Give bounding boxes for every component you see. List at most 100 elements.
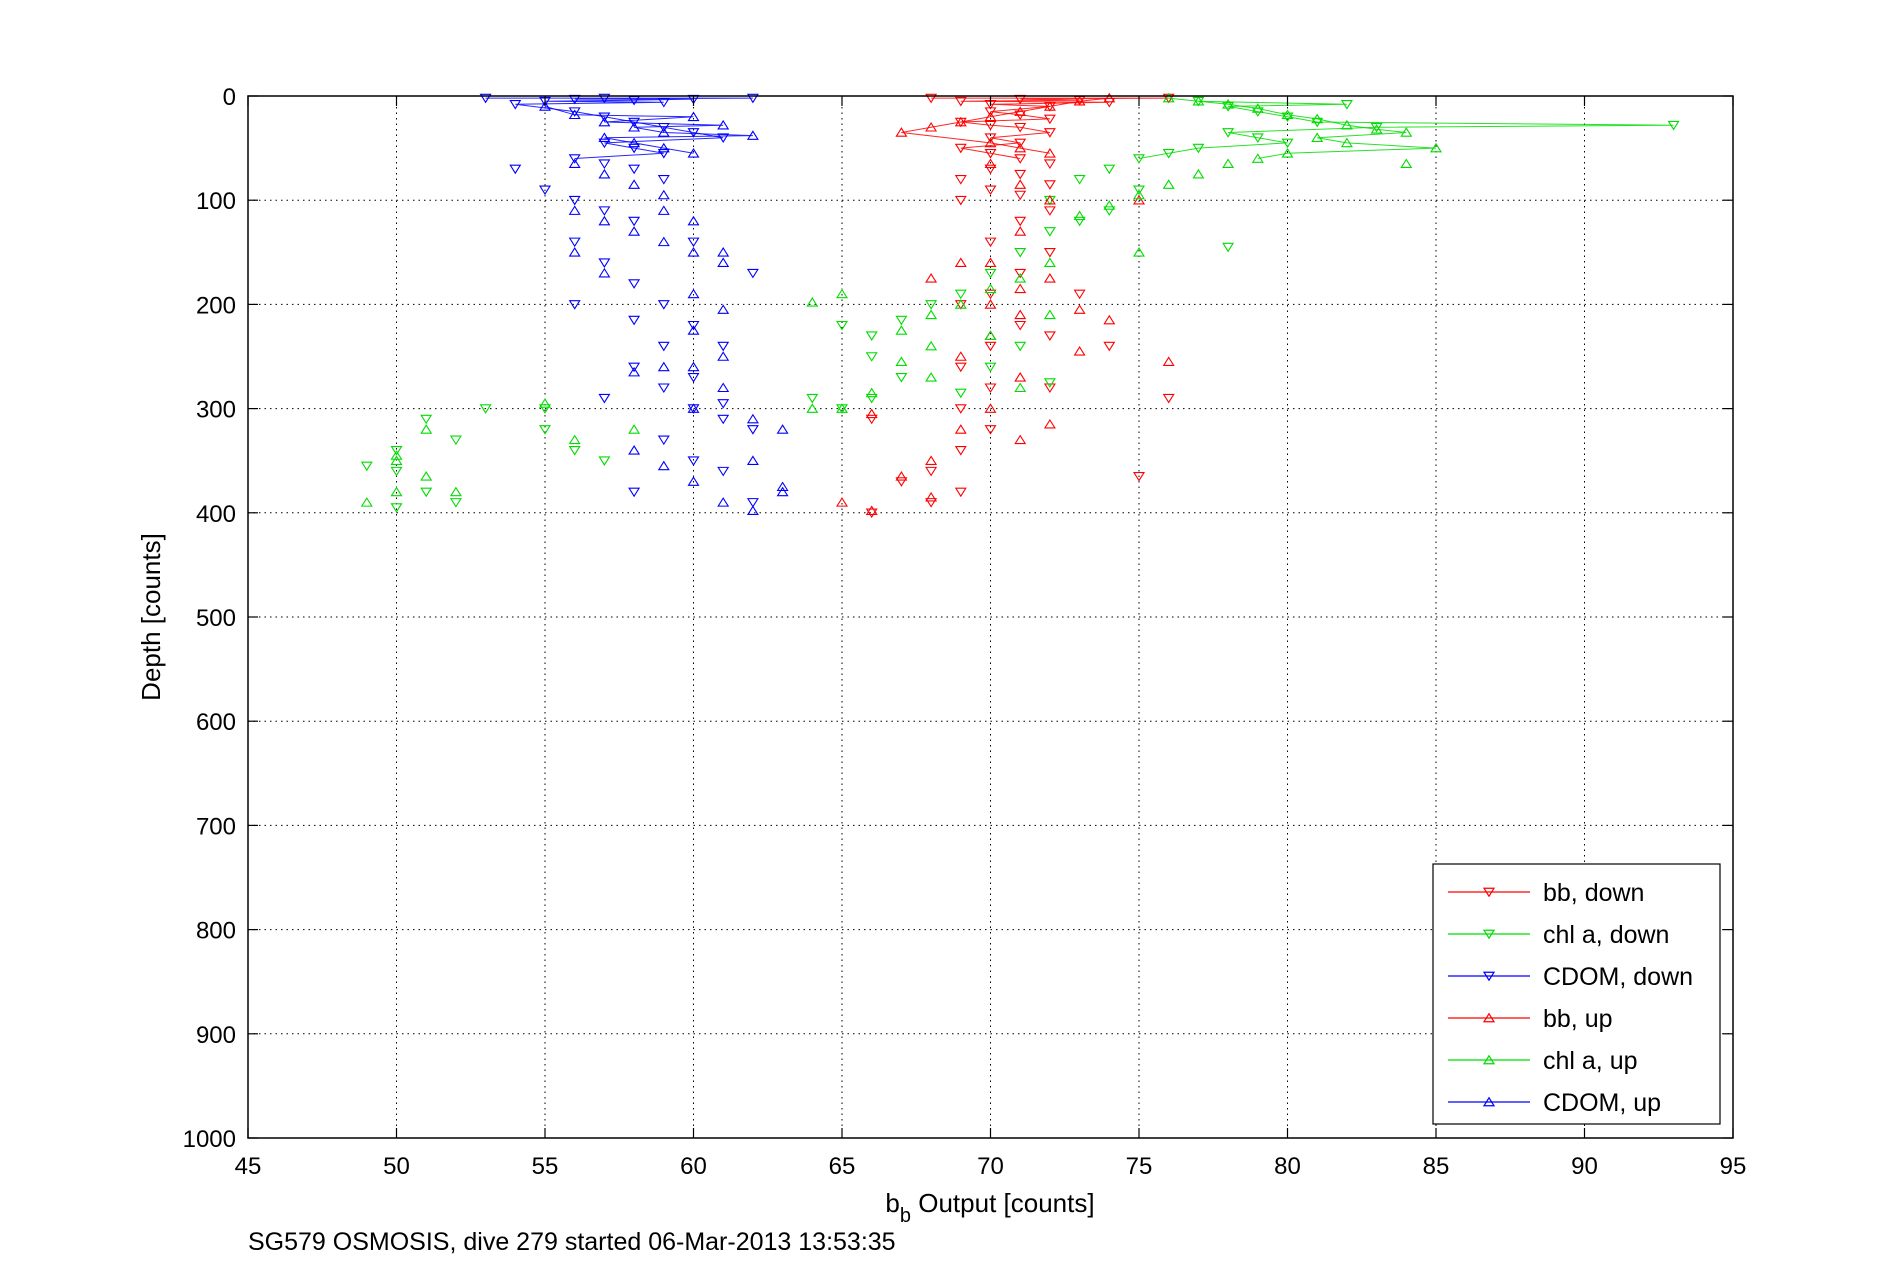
data-point [954, 424, 967, 434]
data-point [1014, 248, 1027, 258]
data-point [925, 491, 938, 502]
x-tick-label: 95 [1720, 1153, 1747, 1180]
data-point [717, 399, 730, 409]
data-point [509, 100, 522, 110]
data-point [1043, 418, 1056, 429]
data-point [1014, 372, 1027, 382]
data-point [984, 120, 997, 131]
data-point [865, 505, 878, 516]
data-point [1043, 331, 1056, 341]
data-point [657, 205, 670, 215]
data-point [1014, 138, 1027, 149]
data-point [1073, 210, 1086, 221]
legend-label: CDOM, down [1543, 963, 1693, 991]
data-point [390, 486, 403, 497]
data-point [895, 127, 908, 137]
legend-marker [1482, 929, 1496, 940]
data-point [746, 268, 759, 279]
data-point [1014, 154, 1027, 164]
data-point [628, 216, 641, 227]
data-point [657, 97, 670, 108]
data-point [895, 477, 908, 487]
y-tick-label: 600 [196, 709, 236, 736]
data-point [1222, 158, 1235, 169]
x-axis-label-rest: Output [counts] [911, 1188, 1095, 1218]
legend: bb, down chl a, down CDOM, down bb, up chl a… [1432, 863, 1721, 1125]
data-point [479, 404, 492, 414]
data-point [954, 289, 967, 300]
legend-marker [1482, 1096, 1496, 1107]
legend-label: chl a, down [1543, 921, 1669, 949]
data-point [1281, 148, 1294, 158]
data-point [1133, 472, 1145, 482]
data-point [1192, 143, 1205, 154]
data-point [954, 96, 967, 107]
data-point [628, 117, 641, 128]
data-point [895, 356, 908, 367]
legend-box [1432, 863, 1721, 1125]
data-point [925, 121, 938, 132]
data-point [687, 148, 700, 158]
data-point [895, 315, 908, 326]
data-point [717, 133, 730, 143]
data-point [1043, 101, 1056, 111]
data-point [657, 435, 670, 446]
data-point [1014, 226, 1027, 236]
data-point [925, 300, 938, 310]
data-point [657, 175, 670, 185]
data-point [1340, 137, 1353, 148]
data-point [687, 288, 700, 299]
data-point [806, 297, 819, 307]
data-point [420, 414, 433, 425]
data-point [1014, 341, 1027, 352]
data-point [1370, 124, 1383, 134]
data-point [628, 143, 641, 154]
data-point [1014, 283, 1027, 294]
data-point [1192, 95, 1205, 106]
data-point [806, 393, 819, 404]
data-point [657, 236, 670, 247]
data-point [984, 158, 997, 169]
data-point [628, 164, 641, 175]
data-point [984, 289, 997, 300]
data-point [657, 127, 670, 137]
data-point [984, 268, 997, 279]
data-point [1162, 92, 1175, 103]
data-point [657, 361, 670, 372]
data-point [628, 444, 641, 455]
legend-label: chl a, up [1543, 1047, 1638, 1075]
data-point [746, 498, 759, 508]
data-point [1251, 133, 1264, 143]
data-point [984, 362, 997, 373]
data-point [984, 137, 997, 148]
legend-label: CDOM, up [1543, 1089, 1661, 1117]
data-point [895, 471, 908, 481]
x-tick-label: 45 [235, 1153, 262, 1180]
data-point [1370, 122, 1383, 133]
data-point [746, 93, 759, 104]
data-point [1043, 257, 1056, 268]
data-point [925, 455, 938, 465]
data-point [1043, 227, 1056, 237]
data-point [687, 403, 700, 413]
data-point [1103, 97, 1116, 108]
data-point [1340, 100, 1353, 110]
y-tick-label: 200 [196, 292, 236, 319]
data-point [1103, 206, 1116, 216]
data-point [598, 456, 611, 466]
data-point [1043, 159, 1056, 170]
data-point [1103, 200, 1116, 210]
data-point [687, 456, 700, 466]
data-point [687, 476, 700, 486]
data-point [539, 404, 551, 414]
data-point [687, 247, 700, 257]
data-point [1073, 304, 1086, 314]
data-point [1222, 242, 1235, 253]
y-tick-label: 500 [196, 605, 236, 632]
data-point [836, 403, 848, 413]
data-point [539, 425, 551, 435]
data-point [1133, 154, 1145, 164]
x-tick-label: 60 [680, 1153, 707, 1180]
y-axis-ticks: 0 100 200 300 400 500 600 700 800 900 1000 [183, 84, 1733, 1153]
x-tick-label: 65 [829, 1153, 856, 1180]
